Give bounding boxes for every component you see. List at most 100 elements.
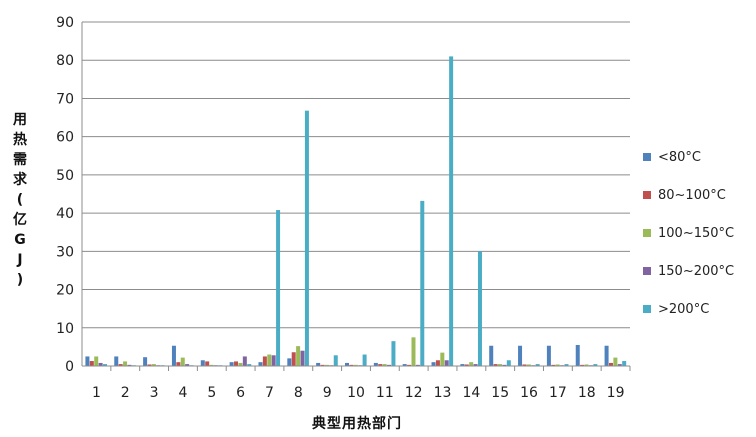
y-tick-label: 70 — [56, 91, 74, 107]
bar — [291, 352, 296, 366]
bar — [460, 364, 465, 366]
legend-swatch — [643, 267, 651, 275]
bar — [411, 337, 416, 366]
bar — [526, 364, 531, 366]
bar — [276, 210, 281, 366]
axes — [81, 22, 631, 371]
bar — [498, 364, 503, 366]
x-tick-label: 12 — [405, 385, 423, 401]
bar — [575, 344, 580, 366]
bar — [378, 364, 383, 366]
x-tick-label: 8 — [294, 385, 303, 401]
legend-label: >200°C — [658, 302, 709, 317]
bar — [617, 364, 622, 366]
y-axis-label-char: ) — [17, 272, 23, 288]
bar — [382, 364, 387, 366]
bar — [502, 364, 507, 366]
y-axis-label-char: G — [14, 232, 26, 248]
x-tick-label: 6 — [236, 385, 245, 401]
x-tick-label: 3 — [150, 385, 159, 401]
bar — [118, 364, 123, 366]
x-tick-label: 5 — [207, 385, 216, 401]
bar — [287, 358, 292, 366]
bar — [402, 364, 407, 366]
bar — [300, 350, 305, 366]
legend-label: <80°C — [658, 150, 701, 165]
bar — [304, 110, 309, 366]
y-tick-label: 10 — [56, 321, 74, 337]
y-tick-label: 0 — [65, 359, 74, 375]
y-tick-label: 20 — [56, 283, 74, 299]
bar — [387, 364, 392, 366]
bar — [435, 360, 440, 366]
bar — [522, 364, 527, 366]
bar — [85, 356, 90, 366]
x-tick-label: 15 — [491, 385, 509, 401]
bar — [555, 364, 560, 366]
y-axis-label-char: 需 — [13, 151, 27, 168]
bar — [316, 362, 321, 366]
bar — [608, 362, 613, 366]
x-tick-label: 18 — [578, 385, 596, 401]
bar — [518, 345, 523, 366]
bars — [85, 56, 627, 367]
x-tick-label: 16 — [520, 385, 538, 401]
legend-label: 150~200°C — [658, 264, 734, 279]
bar — [271, 355, 276, 366]
bar — [345, 362, 349, 366]
y-tick-label: 40 — [56, 206, 74, 222]
x-tick-label: 13 — [434, 385, 452, 401]
bar — [564, 364, 569, 366]
bar — [320, 364, 325, 366]
y-tick-labels: 0 10 20 30 40 50 60 70 80 90 — [56, 15, 74, 375]
legend-label: 80~100°C — [658, 188, 726, 203]
bar — [98, 362, 103, 366]
bar — [185, 364, 190, 366]
bar — [143, 357, 148, 366]
y-tick-label: 50 — [56, 168, 74, 184]
x-tick-label: 10 — [347, 385, 365, 401]
y-tick-label: 90 — [56, 15, 74, 31]
x-tick-label: 4 — [178, 385, 187, 401]
bar — [580, 364, 585, 366]
bar — [205, 361, 210, 366]
bar — [127, 364, 132, 366]
bar — [89, 361, 94, 366]
bar — [373, 362, 378, 366]
bar — [546, 345, 551, 366]
bar — [242, 356, 247, 366]
y-axis-label-char: 亿 — [13, 211, 27, 228]
bar — [362, 354, 367, 366]
bar — [469, 362, 474, 366]
bar — [489, 345, 494, 366]
bar — [123, 361, 128, 366]
bar — [176, 362, 181, 366]
legend-swatch — [643, 191, 651, 199]
bar — [324, 364, 329, 366]
bar — [593, 364, 598, 366]
legend-swatch — [643, 305, 651, 313]
y-tick-label: 80 — [56, 53, 74, 69]
bar — [349, 364, 354, 366]
bar — [431, 362, 436, 366]
bar — [407, 364, 412, 366]
bar — [477, 251, 482, 366]
bar — [391, 341, 396, 366]
x-tick-label: 9 — [323, 385, 332, 401]
x-tick-label: 2 — [121, 385, 130, 401]
bar — [247, 364, 252, 366]
x-tick-label: 19 — [607, 385, 625, 401]
y-tick-label: 60 — [56, 130, 74, 146]
bar — [258, 362, 263, 366]
bar — [506, 360, 511, 366]
bar — [464, 364, 469, 366]
y-axis-label-char: J — [16, 252, 22, 268]
bar — [353, 364, 358, 366]
y-axis-label-char: 热 — [13, 131, 27, 148]
bar — [200, 360, 205, 366]
bar — [493, 364, 498, 366]
bar — [103, 364, 108, 366]
